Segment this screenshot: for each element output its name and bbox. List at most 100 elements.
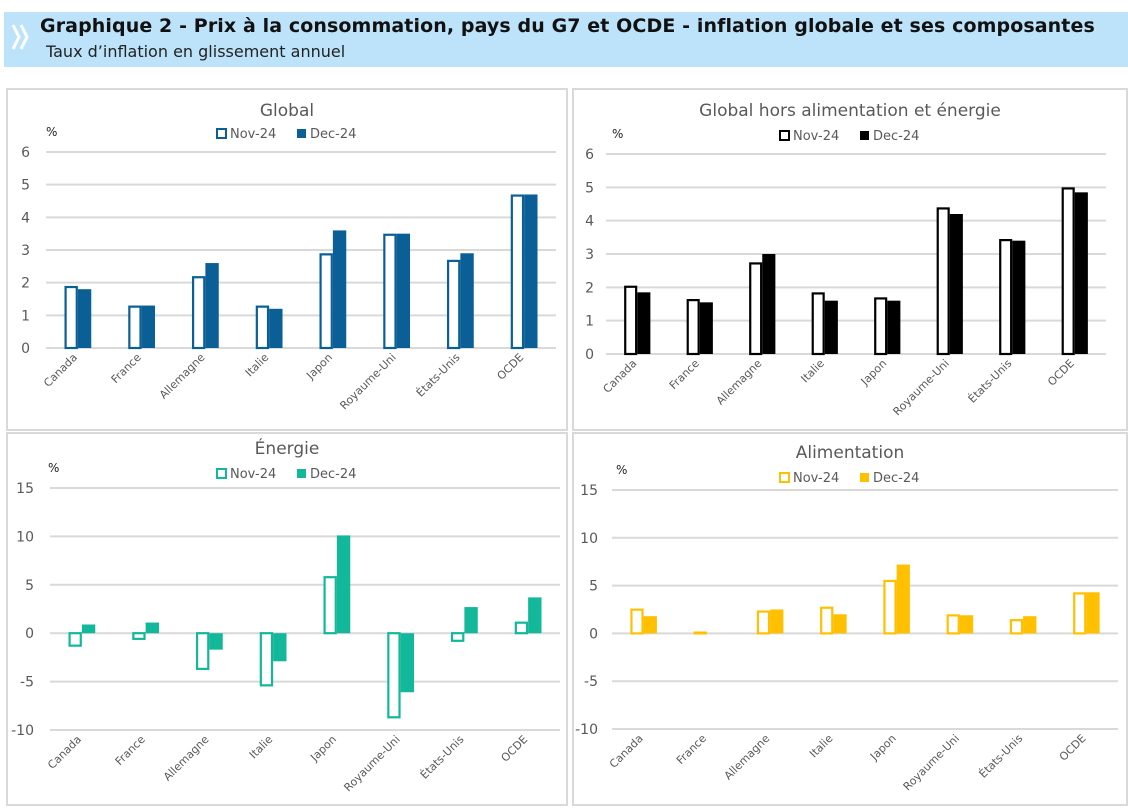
bar-nov-24-2 (191, 276, 206, 350)
header-banner: Graphique 2 - Prix à la consommation, pa… (4, 12, 1128, 67)
y-tick-label: 0 (21, 341, 30, 357)
x-tick-label: Royaume-Uni (341, 733, 402, 794)
legend-swatch-nov-24 (779, 472, 790, 483)
y-tick-label: 5 (585, 180, 594, 196)
bar-dec-24-7 (1074, 192, 1088, 354)
bar-nov-24-0 (630, 608, 644, 635)
x-tick-label: OCDE (499, 733, 531, 765)
legend-label: Nov-24 (793, 129, 839, 144)
bar-nov-24-4 (323, 576, 337, 635)
bar-dec-24-6 (1023, 616, 1037, 634)
legend-swatch-dec-24 (297, 129, 306, 138)
x-tick-label: Canada (601, 357, 640, 396)
bar-dec-24-0 (643, 616, 657, 634)
x-tick-label: Royaume-Uni (337, 351, 398, 412)
chart-global: Global% Nov-24 Dec-24 0 1 2 3 4 5 6 Canada France Al… (21, 101, 556, 412)
bar-dec-24-0 (81, 624, 96, 634)
y-tick-label: 4 (585, 214, 594, 230)
bar-nov-24-7 (510, 194, 525, 350)
bar-dec-24-7 (524, 194, 538, 348)
bar-nov-24-1 (132, 632, 146, 640)
legend-label: Dec-24 (310, 127, 356, 142)
bar-nov-24-0 (64, 285, 78, 350)
double-chevron-right-icon (11, 24, 29, 50)
bar-dec-24-2 (762, 254, 776, 354)
bar-nov-24-7 (1061, 187, 1075, 356)
y-tick-label: 6 (585, 147, 594, 163)
bar-dec-24-4 (336, 535, 351, 634)
x-tick-label: Italie (807, 732, 836, 761)
y-unit-label: % (46, 125, 57, 139)
x-tick-label: Allemagne (722, 732, 773, 783)
y-tick-label: 3 (21, 243, 30, 259)
y-tick-label: 15 (580, 483, 598, 499)
legend-swatch-dec-24 (297, 469, 306, 478)
bar-nov-24-3 (820, 606, 834, 635)
page-subtitle: Taux d’inflation en glissement annuel (46, 42, 346, 61)
bar-nov-24-5 (383, 233, 397, 350)
y-tick-label: 5 (21, 178, 30, 194)
x-tick-label: Canada (41, 351, 80, 390)
x-tick-label: France (674, 732, 709, 767)
x-tick-label: États-Unis (977, 732, 1026, 781)
x-tick-label: Italie (798, 357, 827, 386)
bar-dec-24-2 (770, 609, 784, 634)
bar-dec-24-2 (209, 633, 223, 650)
bar-nov-24-2 (195, 632, 210, 670)
bar-nov-24-3 (255, 305, 270, 350)
y-tick-label: -5 (584, 674, 598, 690)
x-tick-label: Allemagne (714, 357, 765, 408)
y-tick-label: 0 (25, 626, 34, 642)
x-tick-label: Canada (45, 733, 84, 772)
x-tick-label: Japon (867, 732, 899, 764)
x-tick-label: États-Unis (414, 351, 463, 400)
y-tick-label: 10 (16, 529, 34, 545)
y-tick-label: 10 (580, 531, 598, 547)
bar-dec-24-2 (205, 263, 219, 348)
bar-nov-24-5 (936, 207, 950, 356)
legend: Nov-24 Dec-24 (779, 129, 919, 144)
x-tick-label: États-Unis (966, 357, 1015, 406)
bar-dec-24-0 (637, 292, 651, 354)
bar-dec-24-6 (1012, 240, 1026, 354)
bar-nov-24-4 (883, 579, 897, 635)
y-unit-label: % (48, 461, 59, 475)
y-unit-label: % (616, 463, 627, 477)
legend-label: Nov-24 (230, 127, 276, 142)
bar-nov-24-7 (1073, 592, 1087, 635)
legend-label: Nov-24 (230, 467, 276, 482)
y-unit-label: % (612, 127, 623, 141)
bar-nov-24-7 (514, 621, 529, 635)
bar-nov-24-4 (874, 297, 888, 356)
x-tick-label: Italie (243, 351, 272, 380)
legend-label: Nov-24 (793, 471, 839, 486)
x-tick-label: Allemagne (161, 733, 212, 784)
legend-swatch-dec-24 (860, 473, 869, 482)
bar-nov-24-6 (446, 259, 461, 350)
bar-nov-24-6 (450, 632, 465, 642)
x-tick-label: France (667, 357, 702, 392)
bar-dec-24-3 (273, 633, 287, 662)
chart-title: Global hors alimentation et énergie (699, 101, 1001, 121)
bar-nov-24-2 (756, 610, 771, 635)
bar-dec-24-5 (949, 214, 963, 354)
legend-swatch-nov-24 (779, 130, 790, 141)
bar-dec-24-5 (959, 615, 974, 634)
x-tick-label: Japon (858, 357, 890, 389)
y-tick-label: 6 (21, 145, 30, 161)
bar-nov-24-1 (686, 299, 700, 356)
x-tick-label: France (109, 351, 144, 386)
y-tick-label: 0 (585, 347, 594, 363)
chart-energy: Énergie% Nov-24 Dec-24 -10 -5 0 5 10 15 Canada Fra… (11, 437, 560, 794)
y-tick-label: -5 (20, 675, 34, 691)
y-tick-label: 5 (589, 579, 598, 595)
chart-food: Alimentation% Nov-24 Dec-24 -10 -5 0 5 10 15 Cana… (575, 443, 1118, 793)
chart-panel-global: Global% Nov-24 Dec-24 0 1 2 3 4 5 6 Canada France Al… (6, 88, 568, 431)
x-tick-label: Japon (303, 351, 335, 383)
bar-dec-24-4 (332, 230, 347, 348)
chart-panel-food: Alimentation% Nov-24 Dec-24 -10 -5 0 5 10 15 Cana… (572, 432, 1128, 806)
x-tick-label: Royaume-Uni (891, 357, 952, 418)
legend-swatch-nov-24 (216, 128, 227, 139)
bar-nov-24-3 (811, 292, 825, 356)
bar-dec-24-5 (400, 633, 415, 693)
